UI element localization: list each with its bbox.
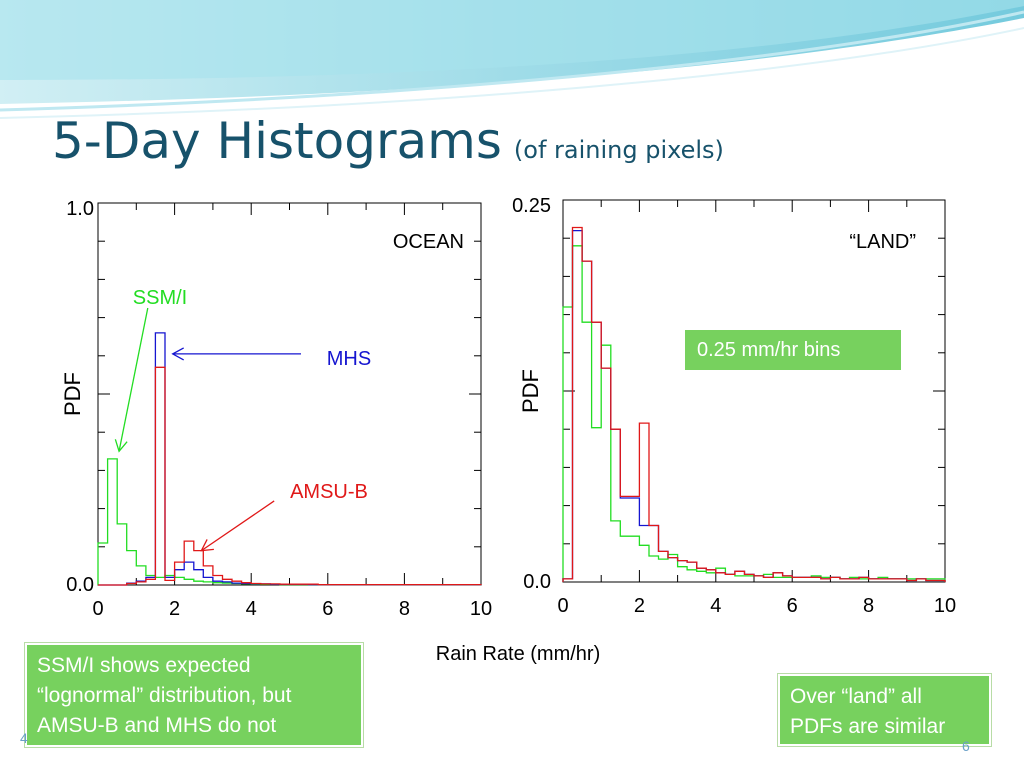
annotation-arrow-head <box>200 539 214 552</box>
annotation-label-amsu-b: AMSU-B <box>290 481 368 503</box>
x-tick-label: 6 <box>787 595 798 617</box>
y-tick-label-bottom: 0.0 <box>66 574 94 596</box>
title-subtitle: (of raining pixels) <box>513 136 724 164</box>
x-tick-label: 8 <box>399 598 410 620</box>
x-tick-label: 2 <box>634 595 645 617</box>
x-axis-label: Rain Rate (mm/hr) <box>436 643 600 665</box>
y-tick-label-top: 1.0 <box>66 198 94 220</box>
x-tick-label: 10 <box>934 595 956 617</box>
x-tick-label: 2 <box>169 598 180 620</box>
wave-band-2 <box>0 0 1024 80</box>
annotation-arrow-head <box>171 347 184 361</box>
page-fragment-right: 6 <box>962 738 970 754</box>
histogram-series-amsu-b <box>98 366 482 586</box>
x-tick-label: 8 <box>863 595 874 617</box>
y-tick-label-top: 0.25 <box>512 195 551 217</box>
note-land-similar: Over “land” all PDFs are similar <box>778 674 991 746</box>
x-tick-label: 4 <box>710 595 721 617</box>
region-label: OCEAN <box>393 231 464 253</box>
note-left-line: SSM/I shows expected <box>37 654 251 677</box>
annotation-arrow-head <box>114 439 128 453</box>
note-right-line: Over “land” all <box>790 685 922 708</box>
x-tick-label: 4 <box>246 598 257 620</box>
note-left-line: “lognormal” distribution, but <box>37 684 292 707</box>
y-axis-label: PDF <box>518 369 543 413</box>
note-right-line: PDFs are similar <box>790 715 946 738</box>
x-tick-label: 10 <box>470 598 492 620</box>
bin-width-label: 0.25 mm/hr bins <box>685 330 901 370</box>
region-label: “LAND” <box>849 231 916 253</box>
wave-line-1 <box>0 10 1024 112</box>
histogram-series-ssm-i <box>562 245 946 582</box>
histogram-series-amsu-b <box>562 226 946 582</box>
wave-line-2 <box>0 27 1024 119</box>
title-main: 5-Day Histograms <box>52 112 502 170</box>
slide-title: 5-Day Histograms (of raining pixels) <box>52 112 724 170</box>
note-left-line: AMSU-B and MHS do not <box>37 714 277 737</box>
annotation-label-mhs: MHS <box>327 348 371 370</box>
y-axis-label: PDF <box>60 372 85 416</box>
y-tick-label-bottom: 0.0 <box>523 571 551 593</box>
page-fragment-left: 4 <box>20 730 28 746</box>
x-tick-label: 0 <box>92 598 103 620</box>
note-ssmi-lognormal: SSM/I shows expected “lognormal” distrib… <box>25 643 363 747</box>
annotation-arrow-line <box>118 307 149 452</box>
annotation-label-ssm-i: SSM/I <box>133 287 187 309</box>
annotation-arrow-line <box>201 500 275 552</box>
x-tick-label: 6 <box>322 598 333 620</box>
x-tick-label: 0 <box>557 595 568 617</box>
